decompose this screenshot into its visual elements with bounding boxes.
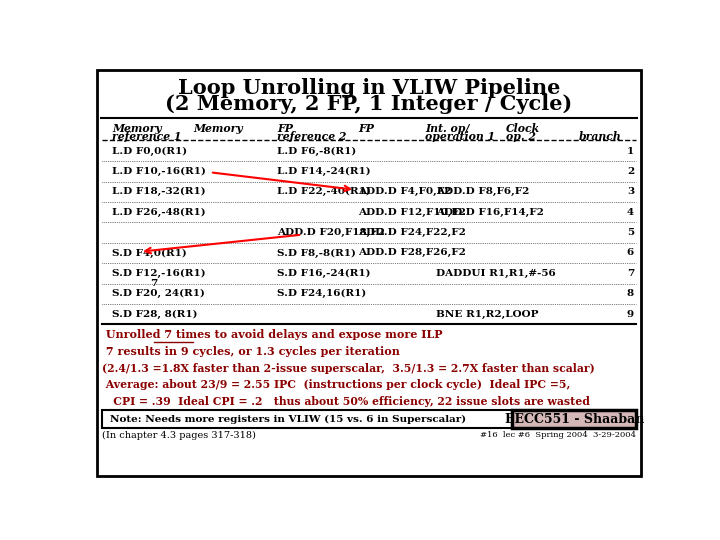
- Text: EECC551 - Shaaban: EECC551 - Shaaban: [505, 413, 644, 426]
- Text: 4: 4: [627, 208, 634, 217]
- Text: operation 1: operation 1: [425, 131, 495, 143]
- Text: 5: 5: [627, 228, 634, 237]
- Text: Int. op/: Int. op/: [425, 123, 469, 134]
- FancyBboxPatch shape: [96, 70, 642, 476]
- Text: FP: FP: [277, 123, 293, 134]
- Text: 1: 1: [627, 146, 634, 156]
- Text: DADDUI R1,R1,#-56: DADDUI R1,R1,#-56: [436, 269, 556, 278]
- Text: 2: 2: [627, 167, 634, 176]
- Text: Loop Unrolling in VLIW Pipeline: Loop Unrolling in VLIW Pipeline: [178, 78, 560, 98]
- Text: Memory: Memory: [193, 123, 243, 134]
- Text: S.D F4,0(R1): S.D F4,0(R1): [112, 248, 187, 258]
- Text: L.D F0,0(R1): L.D F0,0(R1): [112, 146, 187, 156]
- Text: 8: 8: [627, 289, 634, 298]
- FancyBboxPatch shape: [102, 410, 513, 428]
- Text: Note: Needs more registers in VLIW (15 vs. 6 in Superscalar): Note: Needs more registers in VLIW (15 v…: [109, 415, 466, 423]
- Text: (2.4/1.3 =1.8X faster than 2-issue superscalar,  3.5/1.3 = 2.7X faster than scal: (2.4/1.3 =1.8X faster than 2-issue super…: [102, 362, 595, 374]
- Text: 3: 3: [627, 187, 634, 197]
- Text: reference 1: reference 1: [112, 131, 182, 143]
- Text: S.D F8,-8(R1): S.D F8,-8(R1): [277, 248, 356, 258]
- Text: Memory: Memory: [112, 123, 162, 134]
- Text: Average: about 23/9 = 2.55 IPC  (instructions per clock cycle)  Ideal IPC =5,: Average: about 23/9 = 2.55 IPC (instruct…: [102, 379, 570, 390]
- Text: CPI = .39  Ideal CPI = .2   thus about 50% efficiency, 22 issue slots are wasted: CPI = .39 Ideal CPI = .2 thus about 50% …: [102, 396, 590, 407]
- Text: ADD.D F24,F22,F2: ADD.D F24,F22,F2: [358, 228, 466, 237]
- Text: reference 2: reference 2: [277, 131, 346, 143]
- Text: Unrolled 7 times to avoid delays and expose more ILP: Unrolled 7 times to avoid delays and exp…: [102, 329, 443, 340]
- Text: 7 results in 9 cycles, or 1.3 cycles per iteration: 7 results in 9 cycles, or 1.3 cycles per…: [102, 346, 400, 357]
- Text: ADD.D F12,F10,F2: ADD.D F12,F10,F2: [358, 208, 466, 217]
- Text: S.D F12,-16(R1): S.D F12,-16(R1): [112, 269, 206, 278]
- Text: branch: branch: [578, 131, 621, 143]
- Text: L.D F18,-32(R1): L.D F18,-32(R1): [112, 187, 206, 197]
- Text: L.D F14,-24(R1): L.D F14,-24(R1): [277, 167, 371, 176]
- Text: ADD.D F4,F0,F2: ADD.D F4,F0,F2: [358, 187, 451, 197]
- Text: 7: 7: [150, 279, 158, 288]
- Text: S.D F28, 8(R1): S.D F28, 8(R1): [112, 309, 198, 319]
- Text: 9: 9: [627, 309, 634, 319]
- Text: op. 2: op. 2: [505, 131, 536, 143]
- Text: (In chapter 4.3 pages 317-318): (In chapter 4.3 pages 317-318): [102, 431, 256, 440]
- Text: #16  lec #6  Spring 2004  3-29-2004: #16 lec #6 Spring 2004 3-29-2004: [480, 431, 636, 439]
- Text: L.D F6,-8(R1): L.D F6,-8(R1): [277, 146, 356, 156]
- Text: ADD.D F20,F18,F2: ADD.D F20,F18,F2: [277, 228, 384, 237]
- Text: 6: 6: [627, 248, 634, 258]
- FancyBboxPatch shape: [513, 410, 636, 428]
- Text: ADD.D F28,F26,F2: ADD.D F28,F26,F2: [358, 248, 466, 258]
- Text: 7: 7: [627, 269, 634, 278]
- Text: ADD.D F8,F6,F2: ADD.D F8,F6,F2: [436, 187, 529, 197]
- Text: L.D F10,-16(R1): L.D F10,-16(R1): [112, 167, 206, 176]
- Text: S.D F24,16(R1): S.D F24,16(R1): [277, 289, 366, 298]
- Text: S.D F20, 24(R1): S.D F20, 24(R1): [112, 289, 205, 298]
- Text: FP: FP: [358, 123, 374, 134]
- Text: ADD.D F16,F14,F2: ADD.D F16,F14,F2: [436, 208, 544, 217]
- Text: BNE R1,R2,LOOP: BNE R1,R2,LOOP: [436, 309, 539, 319]
- Text: Clock: Clock: [505, 123, 540, 134]
- Text: (2 Memory, 2 FP, 1 Integer / Cycle): (2 Memory, 2 FP, 1 Integer / Cycle): [166, 94, 572, 114]
- Text: L.D F26,-48(R1): L.D F26,-48(R1): [112, 208, 206, 217]
- Text: S.D F16,-24(R1): S.D F16,-24(R1): [277, 269, 370, 278]
- Text: L.D F22,-40(R1): L.D F22,-40(R1): [277, 187, 371, 197]
